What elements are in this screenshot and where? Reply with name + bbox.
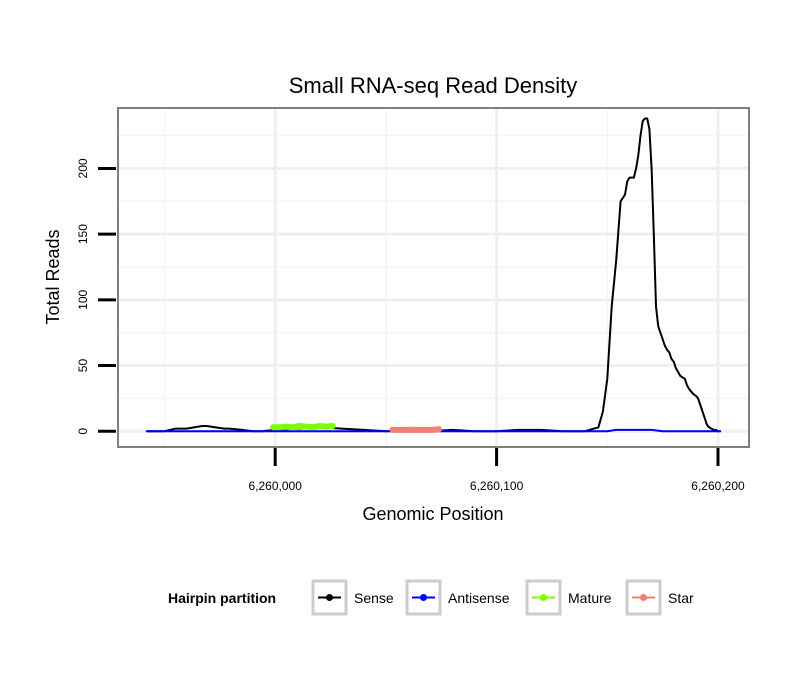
legend-label: Mature — [568, 590, 612, 606]
legend-label: Sense — [354, 590, 394, 606]
legend-item-sense: Sense — [311, 579, 394, 616]
legend-label: Antisense — [448, 590, 510, 606]
x-tick-label: 6,260,100 — [470, 479, 524, 493]
legend-title: Hairpin partition — [168, 590, 276, 606]
x-axis-label: Genomic Position — [362, 504, 503, 524]
y-axis-label: Total Reads — [43, 229, 63, 324]
series-line-star — [389, 426, 442, 433]
legend-key-dot — [540, 594, 547, 601]
series-line-antisense — [145, 428, 722, 433]
legend-label: Star — [668, 590, 694, 606]
x-tick-label: 6,260,200 — [691, 479, 745, 493]
legend-key-dot — [640, 594, 647, 601]
y-tick-label: 150 — [76, 224, 90, 244]
series-layer — [145, 117, 722, 433]
legend-item-star: Star — [625, 579, 694, 616]
y-tick-label: 50 — [76, 359, 90, 373]
x-axis: 6,260,000 6,260,100 6,260,200 — [249, 448, 745, 493]
y-tick-label: 200 — [76, 158, 90, 178]
y-tick-label: 0 — [76, 428, 90, 435]
legend: Hairpin partition Sense Antisense Mature St… — [168, 579, 694, 616]
legend-item-antisense: Antisense — [405, 579, 510, 616]
series-line-mature — [270, 423, 336, 431]
y-axis: 0 50 100 150 200 — [76, 158, 116, 435]
x-tick-label: 6,260,000 — [249, 479, 303, 493]
plot-background — [118, 108, 749, 447]
legend-key-dot — [326, 594, 333, 601]
plot-frame — [117, 107, 750, 448]
y-tick-label: 100 — [76, 290, 90, 310]
chart-title: Small RNA-seq Read Density — [289, 73, 578, 98]
legend-key-dot — [420, 594, 427, 601]
legend-item-mature: Mature — [525, 579, 612, 616]
